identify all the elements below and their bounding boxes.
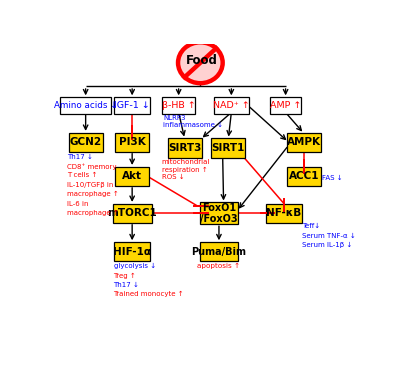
Text: Akt: Akt: [122, 171, 142, 182]
FancyBboxPatch shape: [287, 167, 321, 186]
Text: Serum TNF-α ↓: Serum TNF-α ↓: [302, 233, 356, 239]
Text: β-HB ↑: β-HB ↑: [162, 101, 196, 110]
Text: IL-6 in: IL-6 in: [67, 201, 88, 207]
Text: AMP ↑: AMP ↑: [270, 101, 301, 110]
Text: SIRT1: SIRT1: [212, 143, 245, 153]
Text: Th17 ↓: Th17 ↓: [114, 282, 140, 288]
Text: mitochondrial
respiration ↑
ROS ↓: mitochondrial respiration ↑ ROS ↓: [162, 159, 210, 179]
Text: FAS ↓: FAS ↓: [322, 175, 343, 181]
FancyBboxPatch shape: [266, 204, 302, 223]
Text: Treg ↑: Treg ↑: [114, 272, 136, 279]
FancyBboxPatch shape: [115, 132, 149, 152]
Text: macrophage ↑: macrophage ↑: [67, 210, 119, 216]
FancyBboxPatch shape: [270, 97, 301, 114]
Text: Food: Food: [186, 54, 218, 67]
Text: Trained monocyte ↑: Trained monocyte ↑: [114, 291, 184, 297]
Text: Puma/Bim: Puma/Bim: [192, 247, 246, 257]
FancyBboxPatch shape: [60, 97, 111, 114]
Text: IL-10/TGFβ in: IL-10/TGFβ in: [67, 182, 114, 188]
FancyBboxPatch shape: [113, 204, 152, 223]
FancyBboxPatch shape: [211, 138, 245, 158]
FancyBboxPatch shape: [287, 132, 321, 152]
Text: HIF-1α: HIF-1α: [113, 247, 151, 257]
Text: NAD⁺ ↑: NAD⁺ ↑: [213, 101, 250, 110]
FancyBboxPatch shape: [168, 138, 202, 158]
Circle shape: [178, 42, 223, 83]
Text: NLRP3
inflammasome ↓: NLRP3 inflammasome ↓: [163, 115, 223, 128]
Text: apoptosis ↑: apoptosis ↑: [197, 263, 240, 269]
Text: glycolysis ↓: glycolysis ↓: [114, 263, 156, 269]
Text: IGF-1 ↓: IGF-1 ↓: [114, 101, 150, 110]
Text: T cells ↑: T cells ↑: [67, 172, 98, 179]
FancyBboxPatch shape: [162, 97, 195, 114]
Text: Serum IL-1β ↓: Serum IL-1β ↓: [302, 242, 352, 248]
Text: Th17 ↓: Th17 ↓: [67, 154, 93, 160]
Text: Teff↓: Teff↓: [302, 223, 320, 229]
FancyBboxPatch shape: [114, 242, 150, 261]
Text: Amino acids ↓: Amino acids ↓: [54, 101, 118, 110]
Text: AMPK: AMPK: [287, 137, 321, 147]
FancyBboxPatch shape: [114, 97, 150, 114]
FancyBboxPatch shape: [214, 97, 249, 114]
Text: CD8⁺ memory: CD8⁺ memory: [67, 163, 116, 170]
FancyBboxPatch shape: [69, 132, 103, 152]
Text: NF-κB: NF-κB: [266, 208, 302, 218]
Text: SIRT3: SIRT3: [168, 143, 202, 153]
Text: FoxO1
/FoxO3: FoxO1 /FoxO3: [200, 203, 238, 224]
Text: ACC1: ACC1: [289, 171, 320, 182]
FancyBboxPatch shape: [200, 242, 238, 261]
Text: GCN2: GCN2: [70, 137, 102, 147]
FancyBboxPatch shape: [200, 202, 238, 224]
Text: mTORC1: mTORC1: [107, 208, 157, 218]
FancyBboxPatch shape: [115, 167, 149, 186]
Text: macrophage ↑: macrophage ↑: [67, 191, 119, 197]
Text: PI3K: PI3K: [119, 137, 146, 147]
